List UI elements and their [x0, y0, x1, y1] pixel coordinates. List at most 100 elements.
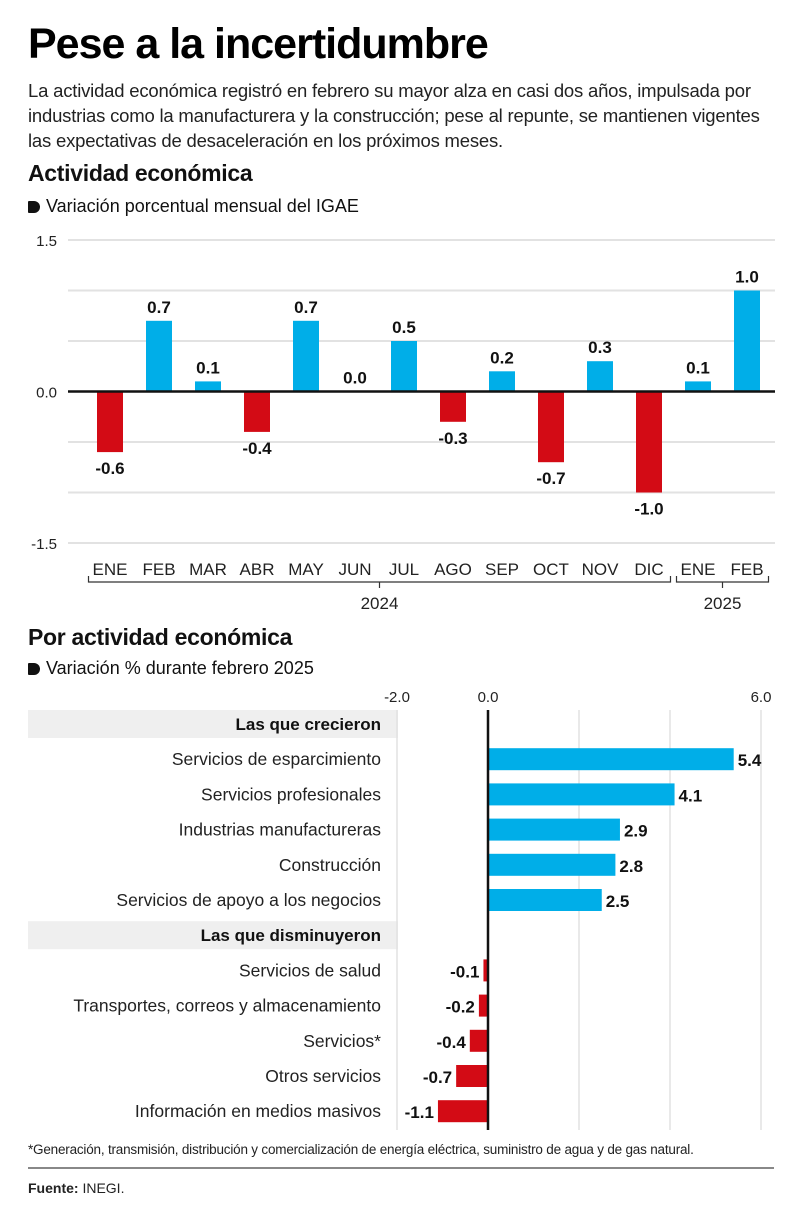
data-label: 0.7: [147, 298, 171, 317]
bar: [538, 391, 564, 463]
x-tick-label: 6.0: [751, 689, 772, 706]
bar: [488, 818, 620, 841]
data-label: -0.6: [95, 459, 124, 478]
data-label: 4.1: [679, 786, 703, 805]
data-label: 2.5: [606, 892, 630, 911]
category-label: Transportes, correos y almacenamiento: [73, 996, 381, 1016]
data-label: 5.4: [738, 751, 762, 770]
x-tick-label: AGO: [434, 560, 472, 579]
group-header-label: Las que disminuyeron: [201, 926, 381, 945]
bar: [244, 391, 270, 432]
x-tick-label: MAR: [189, 560, 227, 579]
data-label: -0.3: [438, 429, 467, 448]
bar: [440, 391, 466, 422]
data-label: 0.7: [294, 298, 318, 317]
data-label: -0.4: [437, 1033, 467, 1052]
bar: [146, 320, 172, 392]
y-tick-label: -1.5: [31, 536, 57, 553]
bar: [478, 994, 488, 1017]
x-tick-label: MAY: [288, 560, 324, 579]
chart1-subtitle: Variación porcentual mensual del IGAE: [28, 196, 359, 217]
category-label: Servicios de apoyo a los negocios: [116, 890, 381, 910]
data-label: 2.9: [624, 822, 648, 841]
data-label: -0.7: [423, 1068, 452, 1087]
x-tick-label: SEP: [485, 560, 519, 579]
category-label: Construcción: [279, 855, 381, 875]
x-tick-label: ENE: [93, 560, 128, 579]
bar: [489, 371, 515, 392]
chart2-subtitle-text: Variación % durante febrero 2025: [46, 658, 314, 678]
footer-divider: [28, 1167, 774, 1169]
source-line: Fuente: INEGI.: [28, 1180, 124, 1196]
bar: [97, 391, 123, 453]
data-label: -0.7: [536, 469, 565, 488]
bar: [483, 959, 488, 982]
bar: [587, 361, 613, 392]
bar: [195, 381, 221, 392]
bar: [488, 748, 734, 771]
data-label: 0.2: [490, 348, 514, 367]
year-label: 2024: [361, 594, 399, 613]
data-label: 0.3: [588, 338, 612, 357]
category-label: Otros servicios: [265, 1066, 381, 1086]
group-band: [28, 921, 398, 950]
x-tick-label: OCT: [533, 560, 569, 579]
source-value: INEGI.: [78, 1180, 125, 1196]
category-label: Servicios*: [303, 1031, 381, 1051]
bar: [488, 783, 675, 806]
y-tick-label: 0.0: [36, 385, 57, 402]
bar: [437, 1100, 488, 1123]
page-title: Pese a la incertidumbre: [28, 20, 489, 68]
year-label: 2025: [704, 594, 742, 613]
bar: [456, 1065, 488, 1087]
bar: [293, 320, 319, 392]
sector-variation-chart: -2.0 0.0 6.0 Las que crecieron Servicios de …: [28, 689, 772, 1130]
source-label: Fuente:: [28, 1180, 79, 1196]
category-label: Servicios profesionales: [201, 784, 381, 804]
data-label: 0.1: [196, 358, 220, 377]
data-label: 0.1: [686, 358, 710, 377]
x-tick-label: FEB: [730, 560, 763, 579]
bar: [391, 341, 417, 392]
category-label: Industrias manufactureras: [179, 820, 382, 840]
bar: [469, 1029, 488, 1052]
bullet-marker-icon: [28, 200, 40, 213]
data-label: 0.5: [392, 318, 416, 337]
monthly-igae-chart: -1.5 0.0 1.5 -0.6 ENE 0.7 FEB 0.1 MAR -0.4 ABR 0.7 M…: [31, 233, 775, 613]
category-label: Servicios de salud: [239, 960, 381, 980]
x-tick-label: JUN: [338, 560, 371, 579]
category-label: Información en medios masivos: [135, 1101, 381, 1121]
chart2-title: Por actividad económica: [28, 624, 293, 650]
bar: [636, 391, 662, 493]
x-tick-label: NOV: [582, 560, 620, 579]
data-label: -1.0: [634, 500, 663, 519]
data-label: 2.8: [619, 857, 643, 876]
y-tick-label: 1.5: [36, 233, 57, 250]
x-tick-label: -2.0: [384, 689, 410, 706]
x-tick-label: DIC: [634, 560, 663, 579]
chart1-subtitle-text: Variación porcentual mensual del IGAE: [46, 196, 359, 216]
x-tick-label: JUL: [389, 560, 419, 579]
footnote: *Generación, transmisión, distribución y…: [28, 1142, 694, 1157]
data-label: -1.1: [405, 1103, 434, 1122]
group-band: [28, 710, 398, 738]
bullet-marker-icon: [28, 662, 40, 675]
bar: [685, 381, 711, 392]
group-header-label: Las que crecieron: [235, 715, 381, 734]
data-label: 0.0: [343, 369, 367, 388]
data-label: -0.2: [446, 998, 475, 1017]
bar: [734, 290, 760, 392]
data-label: -0.1: [450, 962, 479, 981]
x-tick-label: FEB: [142, 560, 175, 579]
data-label: -0.4: [242, 439, 272, 458]
bar: [488, 853, 616, 876]
x-tick-label: ABR: [240, 560, 275, 579]
lede-paragraph: La actividad económica registró en febre…: [28, 80, 760, 151]
x-tick-label: 0.0: [478, 689, 499, 706]
data-label: 1.0: [735, 268, 759, 287]
bar: [488, 889, 602, 911]
chart2-subtitle: Variación % durante febrero 2025: [28, 658, 314, 679]
category-label: Servicios de esparcimiento: [172, 749, 381, 769]
chart1-title: Actividad económica: [28, 160, 253, 186]
x-tick-label: ENE: [681, 560, 716, 579]
